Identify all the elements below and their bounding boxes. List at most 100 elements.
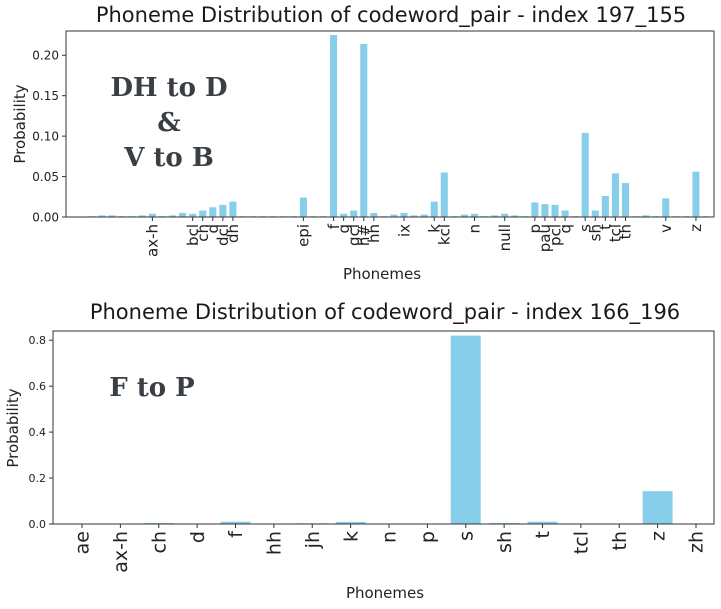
chart-top-xtick-label-h#: h#	[355, 224, 373, 246]
chart-top-bar-f	[330, 35, 338, 217]
chart-top-xtick-label-d: d	[204, 224, 222, 234]
chart-top-xtick-label-dh: dh	[224, 224, 242, 243]
chart-top-bar-ow	[511, 215, 519, 217]
chart-bottom-xtick-label-tcl: tcl	[571, 531, 593, 554]
chart-top-ytick-label: 0.15	[32, 89, 59, 103]
chart-top-bar-hh	[370, 212, 378, 217]
chart-top-bar-k	[430, 201, 438, 217]
chart-bottom-y-ticks: 0.0 0.2 0.4 0.6 0.8	[29, 334, 53, 531]
chart-bottom-xtick-label-sh: sh	[494, 531, 516, 553]
chart-top-xtick-label-z: z	[687, 224, 705, 232]
chart-top-bar-dcl	[219, 204, 227, 217]
chart-bottom-ytick-label: 0.6	[29, 380, 47, 393]
chart-bottom-xtick-label-jh: jh	[302, 531, 324, 549]
chart-top-xtick-label-hh: hh	[365, 224, 383, 243]
chart-top-bar-sh	[591, 210, 599, 217]
chart-bottom-ytick-label: 0.2	[29, 472, 47, 485]
chart-top-bar-ch	[199, 210, 207, 217]
chart-top-bar-v	[662, 198, 670, 217]
chart-bottom-annotation: F to P	[109, 373, 194, 403]
chart-bottom: Phoneme Distribution of codeword_pair - …	[4, 300, 715, 602]
chart-top-ytick-label: 0.00	[32, 210, 59, 224]
chart-top-bar-bcl	[189, 213, 197, 217]
chart-top-xtick-label-ch: ch	[194, 224, 212, 242]
chart-top-y-ticks: 0.00 0.05 0.10 0.15 0.20	[32, 49, 66, 224]
chart-bottom-xtick-label-th: th	[609, 531, 631, 551]
chart-bottom-xtick-label-k: k	[340, 531, 362, 542]
chart-top-xtick-label-q: q	[556, 224, 574, 234]
chart-top-bar-ax-h	[148, 213, 156, 217]
chart-bottom-bar-t	[527, 521, 558, 524]
chart-top-xtick-label-s: s	[576, 224, 594, 232]
chart-top-annotation-line-2: &	[157, 108, 180, 138]
chart-top-xtick-label-v: v	[657, 224, 675, 233]
chart-top-bar-dh	[229, 201, 237, 217]
chart-bottom-xtick-label-f: f	[225, 530, 247, 538]
chart-bottom-bar-s	[450, 335, 481, 524]
chart-top-xtick-label-g: g	[335, 224, 353, 234]
chart-top-xtick-label-t: t	[597, 224, 615, 230]
chart-top-annotation-line-1: DH to D	[110, 73, 227, 103]
chart-top-bar-g	[340, 213, 348, 217]
chart-top-xtick-label-pau: pau	[536, 224, 554, 252]
chart-top-frame	[65, 30, 715, 218]
chart-top-bar-m	[460, 214, 468, 217]
chart-top-xtick-label-tcl: tcl	[607, 224, 625, 242]
chart-bottom-ylabel: Probability	[4, 388, 22, 467]
chart-top-bar-pcl	[551, 204, 559, 217]
chart-top-xtick-label-epi: epi	[295, 224, 313, 247]
chart-top-title: Phoneme Distribution of codeword_pair - …	[96, 3, 686, 28]
chart-top-xtick-label-k: k	[425, 224, 443, 233]
chart-bottom-xtick-label-n: n	[379, 531, 401, 543]
chart-top-ytick-label: 0.05	[32, 170, 59, 184]
chart-top-bar-p	[531, 202, 539, 217]
chart-top-xtick-label-th: th	[617, 224, 635, 239]
chart-bottom-ytick-label: 0.4	[29, 426, 47, 439]
chart-top-bar-z	[692, 171, 700, 217]
chart-top-xtick-label-kcl: kcl	[436, 224, 454, 245]
chart-top-bar-h#	[360, 43, 368, 217]
chart-bottom-xtick-label-d: d	[187, 531, 209, 543]
chart-bottom-xtick-label-ch: ch	[148, 531, 170, 554]
chart-bottom-x-ticks: ae ax-h ch d f hh jh k n p s sh t tcl th z zh	[72, 524, 708, 573]
chart-bottom-xtick-label-ax-h: ax-h	[110, 531, 132, 573]
chart-bottom-bar-z	[642, 491, 673, 524]
chart-top-bar-jh	[420, 214, 428, 217]
chart-bottom-xtick-label-p: p	[417, 531, 439, 543]
chart-top-ytick-label: 0.10	[32, 129, 59, 143]
chart-top-ylabel: Probability	[11, 84, 29, 163]
chart-top-xlabel: Phonemes	[343, 265, 421, 283]
chart-bottom-ytick-label: 0.8	[29, 334, 47, 347]
chart-bottom-bars	[67, 335, 711, 524]
chart-top-bars	[88, 35, 710, 217]
chart-bottom-frame	[52, 330, 715, 525]
chart-top-bar-ih	[390, 214, 398, 217]
chart-bottom-title: Phoneme Distribution of codeword_pair - …	[90, 300, 680, 325]
chart-bottom-bar-f	[220, 521, 251, 524]
chart-top-bar-ah	[108, 215, 116, 217]
chart-top-xtick-label-n: n	[466, 224, 484, 234]
chart-top-xtick-label-p: p	[526, 224, 544, 234]
chart-bottom-xtick-label-ae: ae	[72, 531, 94, 554]
chart-top-bar-th	[621, 183, 629, 217]
chart-bottom-ytick-label: 0.0	[29, 518, 47, 531]
chart-bottom-xtick-label-hh: hh	[264, 531, 286, 555]
chart-bottom-xtick-label-s: s	[455, 531, 477, 541]
chart-top-bar-nx	[491, 215, 499, 217]
chart-bottom-xtick-label-zh: zh	[686, 531, 708, 553]
chart-bottom-xtick-label-t: t	[532, 531, 554, 538]
chart-top-xtick-label-pcl: pcl	[546, 224, 564, 246]
chart-top-bar-d	[209, 207, 217, 217]
chart-top-bar-ix	[400, 212, 408, 217]
chart-top-bar-q	[561, 210, 569, 217]
chart-top-xtick-label-sh: sh	[587, 224, 605, 241]
chart-top-xtick-label-ix: ix	[395, 224, 413, 237]
chart-top-bar-b	[179, 212, 187, 217]
chart-top-xtick-label-gcl: gcl	[345, 224, 363, 246]
chart-top-xtick-label-f: f	[325, 223, 343, 229]
chart-top-bar-kcl	[440, 172, 448, 217]
chart-top-bar-tcl	[611, 173, 619, 217]
chart-top-bar-ay	[169, 215, 177, 217]
